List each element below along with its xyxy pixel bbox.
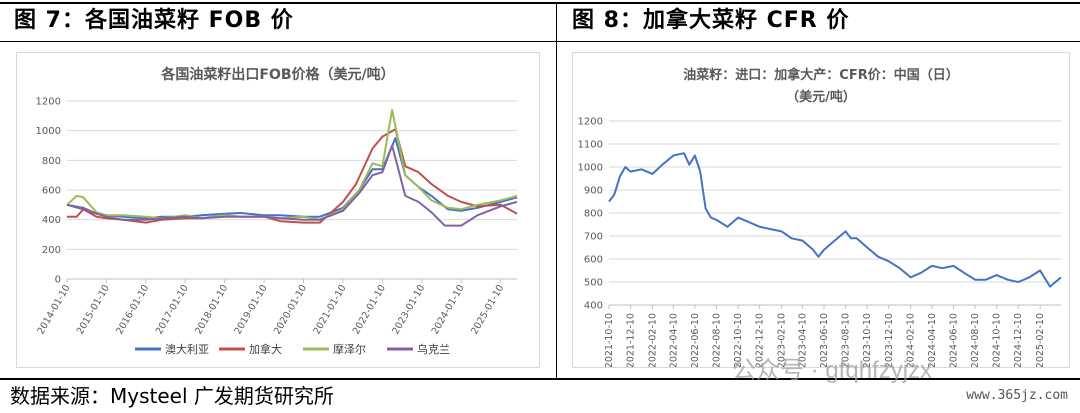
right-chart-box: 油菜籽：进口：加拿大产：CFR价：中国（日） （美元/吨） 400 500 600 700… bbox=[572, 52, 1070, 368]
x-tick-label: 2021-01-10 bbox=[311, 283, 348, 336]
watermark-site: www.365jz.com bbox=[966, 388, 1068, 403]
x-tick-label: 2019-01-10 bbox=[233, 283, 270, 336]
series-line-3 bbox=[66, 108, 518, 221]
x-tick-label: 2023-01-10 bbox=[390, 283, 427, 336]
data-source: 数据来源：Mysteel 广发期货研究所 bbox=[10, 384, 334, 408]
y-tick-label: 800 bbox=[584, 209, 603, 220]
x-tick-label: 2014-01-10 bbox=[35, 283, 72, 336]
bottom-rule bbox=[0, 378, 1080, 380]
x-tick-label: 2023-10-10 bbox=[862, 313, 873, 367]
x-tick-label: 2022-02-10 bbox=[648, 313, 659, 367]
legend-label: 乌克兰 bbox=[417, 342, 450, 356]
legend-label: 澳大利亚 bbox=[165, 342, 209, 356]
x-tick-label: 2023-04-10 bbox=[797, 313, 808, 367]
x-tick-label: 2024-04-10 bbox=[927, 313, 938, 367]
y-tick-label: 200 bbox=[42, 245, 61, 256]
y-tick-label: 400 bbox=[42, 215, 61, 226]
x-tick-label: 2020-01-10 bbox=[272, 283, 309, 336]
y-tick-label: 1000 bbox=[578, 163, 603, 174]
right-panel-title: 图 8：加拿大菜籽 CFR 价 bbox=[572, 8, 850, 33]
cfr-price-chart: 油菜籽：进口：加拿大产：CFR价：中国（日） （美元/吨） 400 500 600 700… bbox=[578, 67, 1062, 368]
x-tick-label: 2022-01-10 bbox=[351, 283, 388, 336]
fob-price-chart: 各国油菜籽出口FOB价格（美元/吨） 0 200 400 600 800 1000 1200 2… bbox=[35, 66, 518, 356]
y-tick-label: 600 bbox=[42, 186, 61, 197]
x-tick-label: 2023-06-10 bbox=[819, 313, 830, 367]
y-tick-label: 1200 bbox=[578, 117, 603, 128]
x-tick-label: 2024-10-10 bbox=[992, 313, 1003, 367]
x-tick-label: 2021-12-10 bbox=[626, 313, 637, 367]
x-tick-label: 2017-01-10 bbox=[154, 283, 191, 336]
chart-title: 各国油菜籽出口FOB价格（美元/吨） bbox=[160, 66, 394, 83]
y-tick-label: 600 bbox=[584, 255, 603, 266]
x-tick-label: 2024-08-10 bbox=[970, 313, 981, 367]
y-tick-label: 1200 bbox=[36, 97, 61, 108]
y-tick-label: 1000 bbox=[36, 126, 61, 137]
left-chart-box: 各国油菜籽出口FOB价格（美元/吨） 0 200 400 600 800 1000 1200 2… bbox=[16, 52, 540, 368]
x-tick-label: 2024-12-10 bbox=[1013, 313, 1024, 367]
series-line-1 bbox=[66, 137, 518, 220]
title-rule bbox=[0, 41, 1080, 42]
y-tick-label: 900 bbox=[584, 186, 603, 197]
y-tick-label: 0 bbox=[55, 275, 61, 286]
x-tick-label: 2022-04-10 bbox=[668, 313, 679, 367]
x-tick-label: 2024-02-10 bbox=[906, 313, 917, 367]
x-tick-label: 2022-06-10 bbox=[690, 313, 701, 367]
x-tick-label: 2022-10-10 bbox=[733, 313, 744, 367]
top-rule bbox=[0, 2, 1080, 4]
x-tick-label: 2023-08-10 bbox=[841, 313, 852, 367]
y-tick-label: 1100 bbox=[578, 140, 603, 151]
y-tick-label: 700 bbox=[584, 232, 603, 243]
x-tick-label: 2021-10-10 bbox=[604, 313, 615, 367]
x-tick-label: 2023-12-10 bbox=[884, 313, 895, 367]
chart-title: 油菜籽：进口：加拿大产：CFR价：中国（日） bbox=[683, 67, 958, 83]
x-tick-label: 2023-02-10 bbox=[777, 313, 788, 367]
left-panel-title: 图 7：各国油菜籽 FOB 价 bbox=[14, 8, 294, 33]
x-tick-label: 2024-06-10 bbox=[948, 313, 959, 367]
x-tick-label: 2015-01-10 bbox=[75, 283, 112, 336]
x-tick-label: 2025-02-10 bbox=[1035, 313, 1046, 367]
legend-label: 加拿大 bbox=[249, 342, 282, 356]
x-tick-label: 2024-01-10 bbox=[430, 283, 467, 336]
y-tick-label: 500 bbox=[584, 278, 603, 289]
x-tick-label: 2022-08-10 bbox=[712, 313, 723, 367]
x-tick-label: 2016-01-10 bbox=[114, 283, 151, 336]
x-tick-label: 2018-01-10 bbox=[193, 283, 230, 336]
series-line-1 bbox=[608, 152, 1062, 288]
series-line-4 bbox=[66, 144, 518, 227]
y-tick-label: 800 bbox=[42, 156, 61, 167]
chart-title: （美元/吨） bbox=[786, 89, 856, 105]
panel-divider bbox=[556, 2, 557, 379]
x-tick-label: 2022-12-10 bbox=[755, 313, 766, 367]
legend-label: 摩泽尔 bbox=[333, 342, 366, 356]
x-tick-label: 2025-01-10 bbox=[469, 283, 506, 336]
watermark-wechat: 公众号 · gfqhfzyjzx bbox=[732, 357, 933, 384]
y-tick-label: 400 bbox=[584, 301, 603, 312]
